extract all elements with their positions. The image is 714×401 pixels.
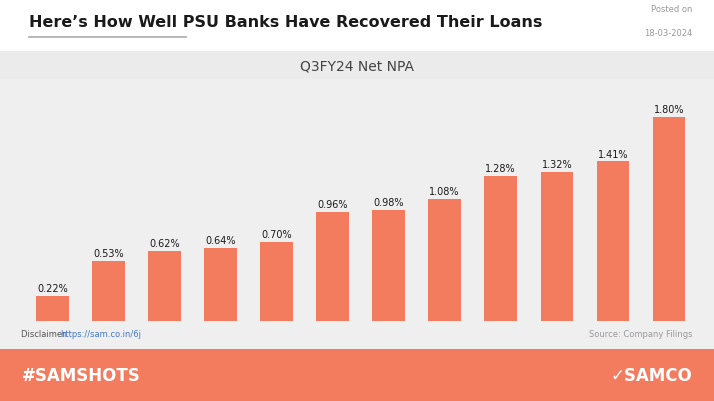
- Bar: [204, 249, 236, 321]
- Text: 1.41%: 1.41%: [598, 149, 628, 159]
- Text: Disclaimer:: Disclaimer:: [21, 329, 71, 338]
- Text: 1.80%: 1.80%: [653, 105, 684, 115]
- Bar: [36, 296, 69, 321]
- Text: Here’s How Well PSU Banks Have Recovered Their Loans: Here’s How Well PSU Banks Have Recovered…: [29, 14, 542, 30]
- Text: #SAMSHOTS: #SAMSHOTS: [21, 366, 140, 384]
- Text: 1.28%: 1.28%: [486, 164, 516, 174]
- Text: 0.64%: 0.64%: [205, 236, 236, 246]
- Text: 18-03-2024: 18-03-2024: [644, 29, 693, 38]
- Text: 0.96%: 0.96%: [317, 200, 348, 210]
- Text: 0.22%: 0.22%: [37, 283, 68, 293]
- Bar: [316, 213, 349, 321]
- Bar: [260, 242, 293, 321]
- Text: 0.70%: 0.70%: [261, 229, 292, 239]
- Bar: [540, 172, 573, 321]
- Text: 1.32%: 1.32%: [541, 159, 572, 169]
- Bar: [148, 251, 181, 321]
- Text: 0.53%: 0.53%: [93, 248, 124, 258]
- Text: 1.08%: 1.08%: [429, 186, 460, 196]
- Text: 0.98%: 0.98%: [373, 198, 404, 208]
- Text: https://sam.co.in/6j: https://sam.co.in/6j: [61, 329, 141, 338]
- Text: 0.62%: 0.62%: [149, 238, 180, 248]
- Bar: [653, 118, 685, 321]
- Bar: [597, 162, 629, 321]
- Text: Q3FY24 Net NPA: Q3FY24 Net NPA: [300, 59, 414, 73]
- Bar: [92, 261, 124, 321]
- Bar: [372, 211, 405, 321]
- Text: Posted on: Posted on: [651, 5, 693, 14]
- Text: ✓SAMCO: ✓SAMCO: [611, 366, 693, 384]
- Bar: [485, 176, 517, 321]
- Bar: [428, 199, 461, 321]
- Text: Source: Company Filings: Source: Company Filings: [589, 329, 693, 338]
